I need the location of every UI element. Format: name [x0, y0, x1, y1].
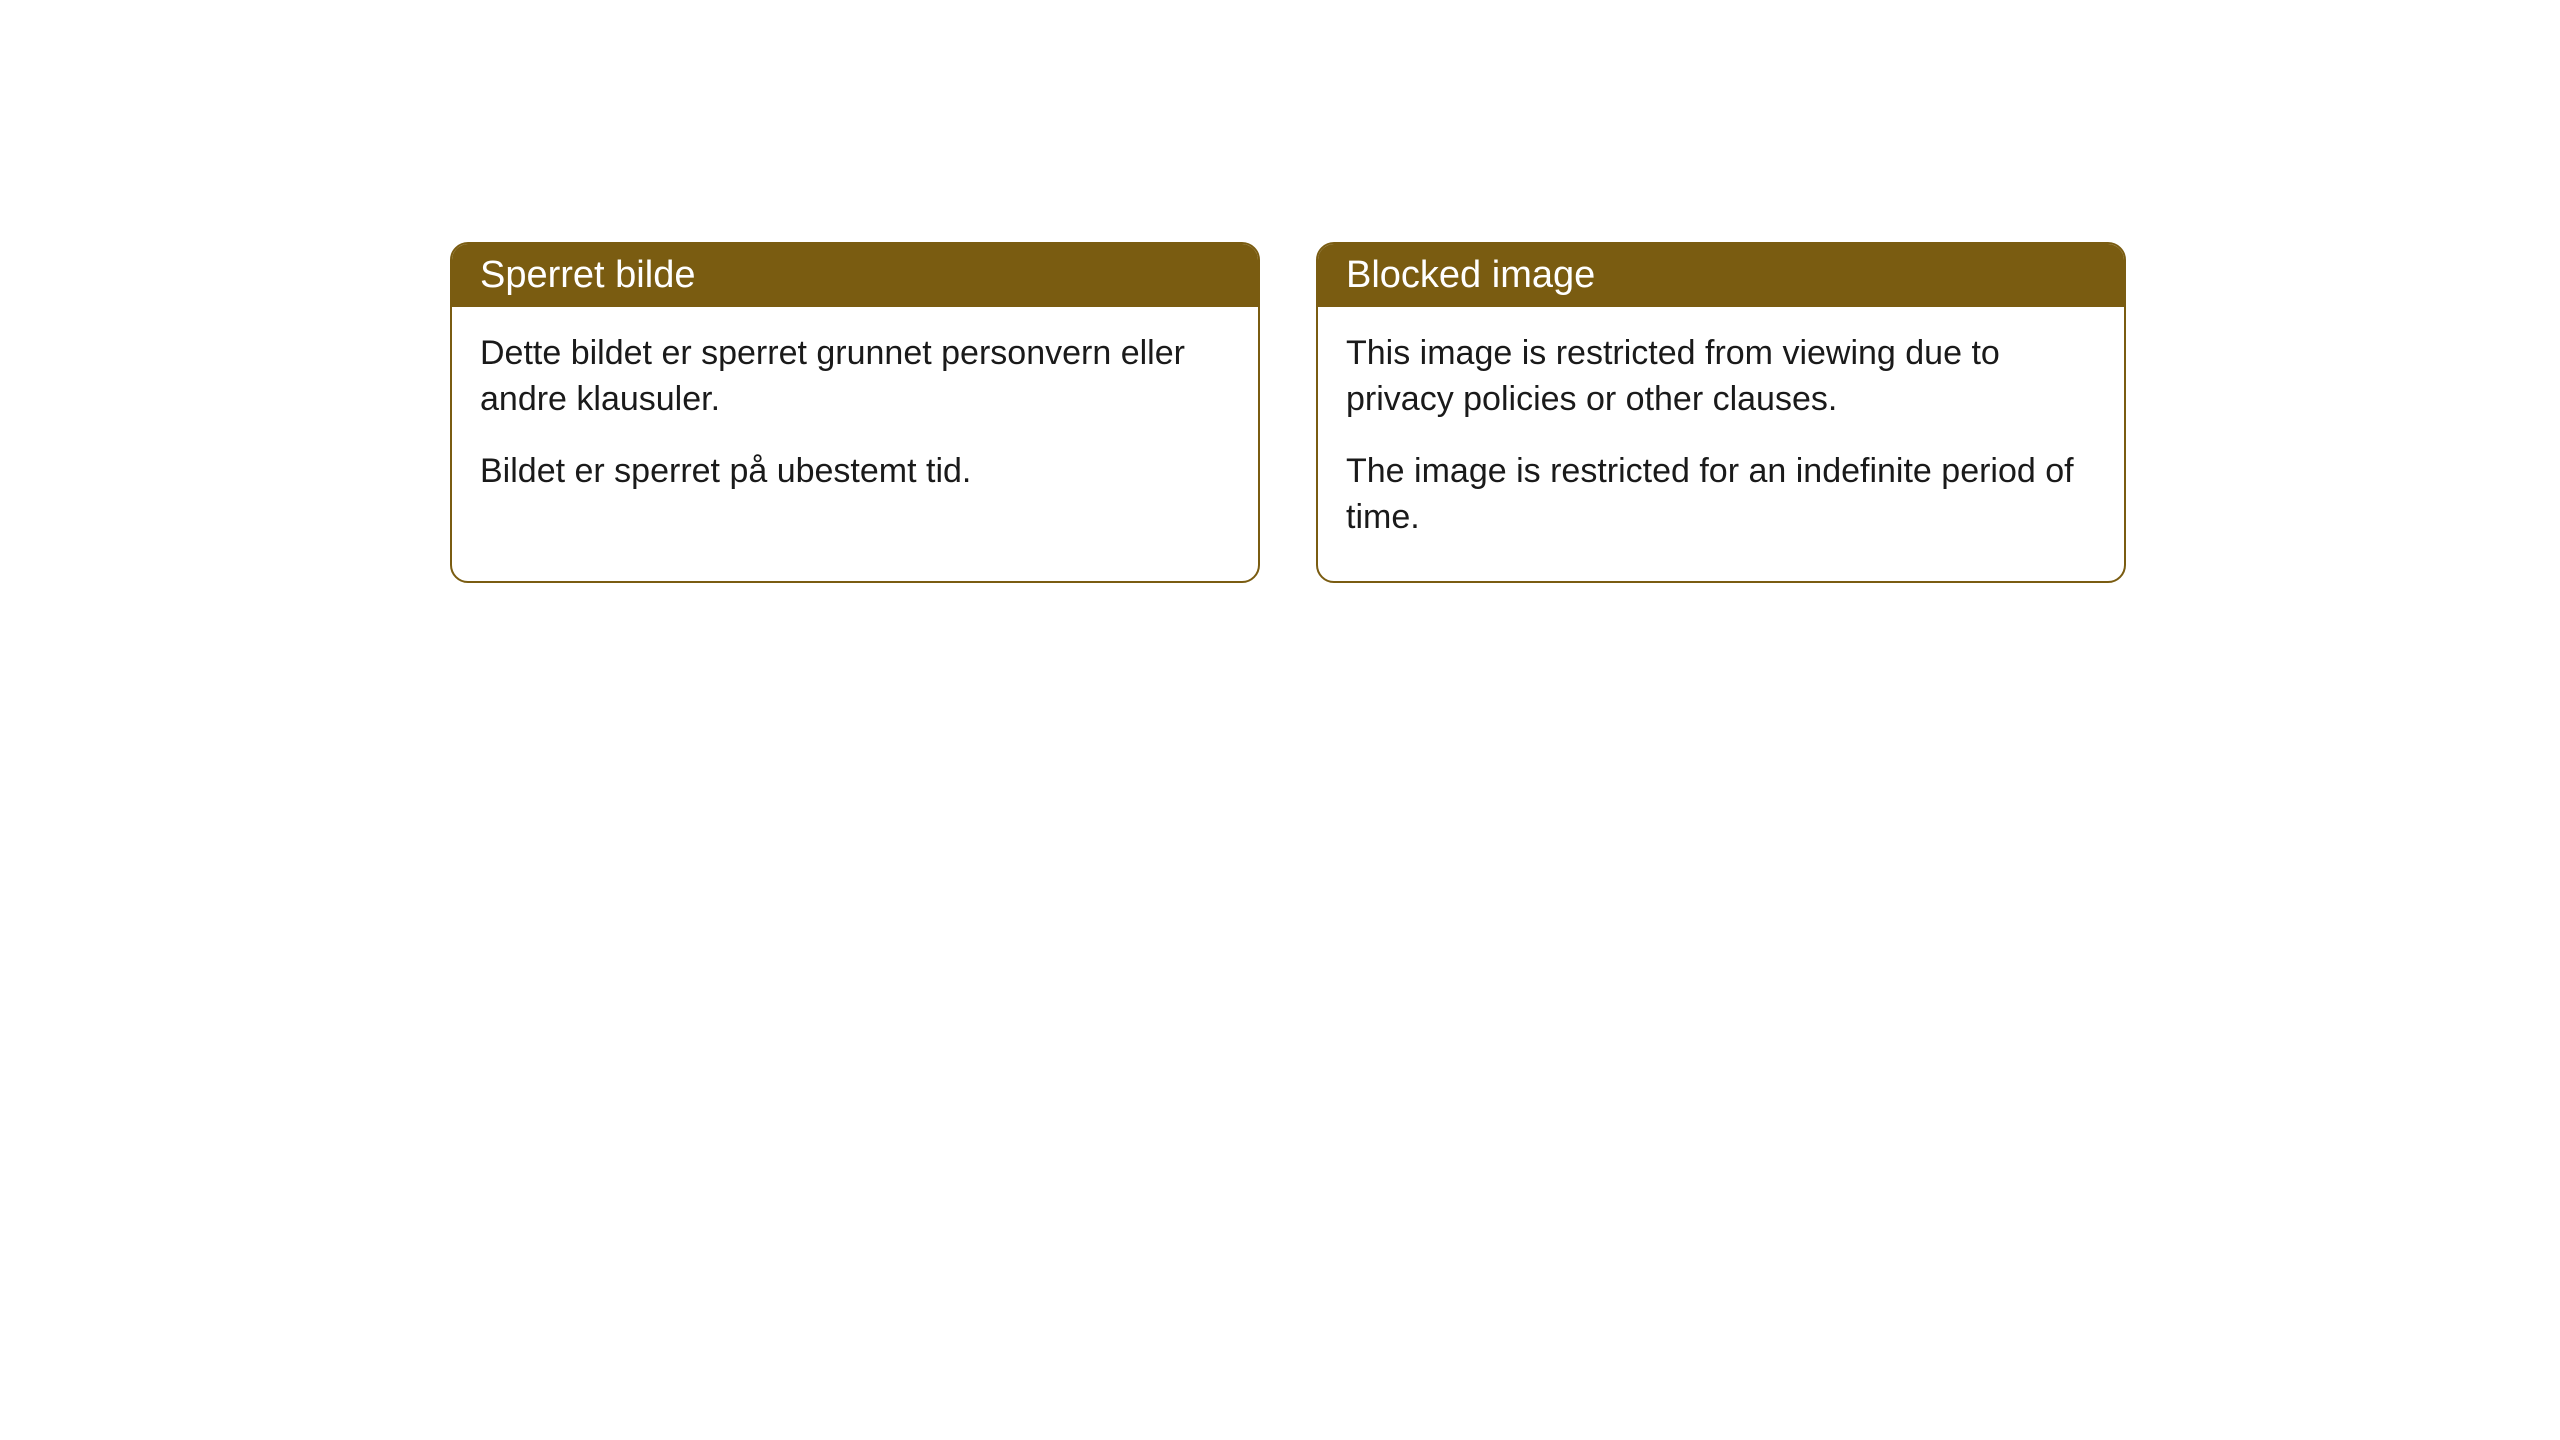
notice-card-english: Blocked image This image is restricted f… — [1316, 242, 2126, 583]
card-text: This image is restricted from viewing du… — [1346, 331, 2096, 423]
card-header-english: Blocked image — [1318, 244, 2124, 307]
notice-card-norwegian: Sperret bilde Dette bildet er sperret gr… — [450, 242, 1260, 583]
card-header-norwegian: Sperret bilde — [452, 244, 1258, 307]
card-body-norwegian: Dette bildet er sperret grunnet personve… — [452, 307, 1258, 535]
card-title: Blocked image — [1346, 254, 1595, 296]
card-text: The image is restricted for an indefinit… — [1346, 449, 2096, 541]
notice-cards-container: Sperret bilde Dette bildet er sperret gr… — [450, 242, 2126, 583]
card-title: Sperret bilde — [480, 254, 695, 296]
card-body-english: This image is restricted from viewing du… — [1318, 307, 2124, 581]
card-text: Dette bildet er sperret grunnet personve… — [480, 331, 1230, 423]
card-text: Bildet er sperret på ubestemt tid. — [480, 449, 1230, 495]
